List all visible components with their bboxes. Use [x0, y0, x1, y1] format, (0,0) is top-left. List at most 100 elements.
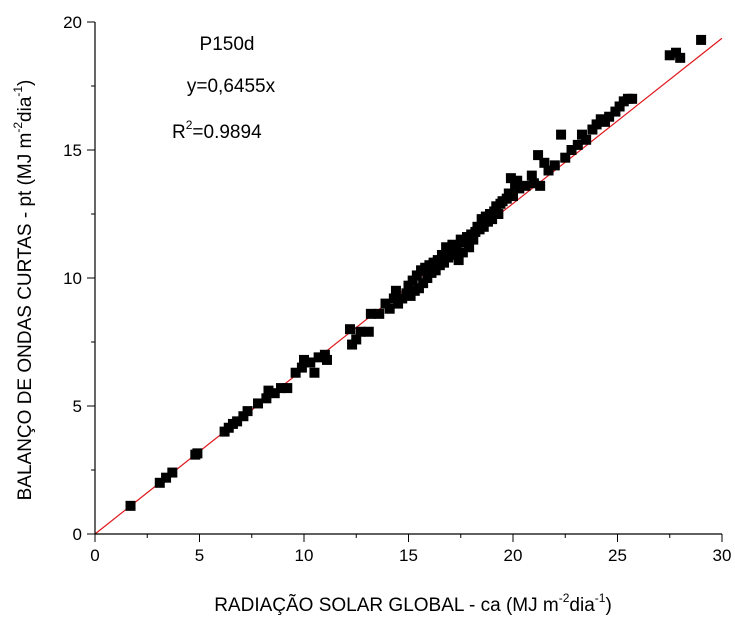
- data-point: [526, 170, 537, 181]
- data-point: [365, 308, 376, 319]
- data-point: [591, 119, 602, 130]
- data-point: [263, 385, 274, 396]
- data-point: [422, 273, 433, 283]
- data-point: [627, 93, 638, 104]
- y-axis-title: BALANÇO DE ONDAS CURTAS - pt (MJ m-2dia-…: [11, 80, 36, 501]
- data-point: [309, 367, 320, 378]
- data-point: [253, 398, 264, 409]
- data-point: [374, 308, 385, 319]
- data-point: [535, 180, 546, 191]
- data-point: [232, 416, 243, 427]
- data-point: [587, 124, 598, 135]
- data-point: [238, 411, 249, 422]
- annotation-label: P150d: [200, 34, 255, 55]
- data-point: [451, 242, 462, 253]
- data-point: [501, 193, 512, 204]
- y-tick-label: 5: [73, 397, 82, 416]
- data-point: [432, 255, 443, 266]
- data-point: [393, 298, 404, 309]
- data-point: [403, 280, 414, 291]
- data-point: [269, 388, 280, 399]
- data-point: [405, 290, 416, 301]
- data-point: [261, 393, 272, 404]
- data-point: [505, 173, 516, 184]
- data-point: [443, 252, 454, 263]
- data-point: [380, 298, 391, 309]
- annotation-equation: y=0,6455x: [187, 76, 276, 97]
- data-point: [604, 111, 615, 122]
- data-point: [671, 47, 682, 58]
- data-point: [566, 145, 577, 155]
- data-point: [290, 367, 301, 378]
- data-point: [282, 383, 293, 394]
- data-point: [533, 150, 544, 161]
- data-point: [167, 467, 178, 478]
- data-point: [520, 180, 531, 191]
- data-point: [413, 283, 424, 294]
- x-tick-label: 20: [504, 546, 523, 565]
- data-point: [487, 214, 498, 225]
- data-point: [192, 448, 203, 459]
- data-point: [572, 139, 583, 150]
- data-point: [549, 160, 560, 171]
- data-point: [508, 191, 518, 202]
- data-point: [581, 134, 592, 145]
- data-point: [512, 175, 523, 186]
- data-point: [418, 278, 429, 289]
- data-point: [453, 255, 464, 266]
- data-point: [464, 242, 475, 253]
- data-point: [299, 354, 309, 365]
- data-point: [599, 116, 610, 127]
- data-point: [384, 303, 395, 314]
- data-point: [319, 349, 330, 360]
- annotation-r2: R2=0.9894: [172, 118, 262, 143]
- data-point: [351, 334, 362, 345]
- data-point: [610, 106, 621, 117]
- data-point: [664, 50, 675, 61]
- x-axis-title: RADIAÇÃO SOLAR GLOBAL - ca (MJ m-2dia-1): [214, 591, 612, 616]
- data-point: [154, 477, 165, 488]
- data-point: [390, 285, 401, 296]
- data-point: [696, 34, 707, 45]
- data-point: [614, 101, 625, 112]
- data-point: [439, 257, 450, 268]
- x-tick-label: 25: [608, 546, 627, 565]
- x-tick-label: 0: [90, 546, 99, 565]
- data-point: [457, 247, 468, 258]
- data-point: [125, 500, 136, 511]
- data-point: [242, 406, 253, 417]
- data-point: [397, 293, 408, 304]
- data-point: [388, 293, 399, 304]
- data-point: [321, 354, 332, 365]
- data-point: [528, 178, 539, 189]
- x-tick-label: 15: [399, 546, 418, 565]
- data-point: [161, 472, 172, 483]
- data-points: [125, 34, 707, 511]
- data-point: [449, 249, 460, 260]
- data-point: [459, 237, 470, 248]
- x-tick-label: 30: [713, 546, 732, 565]
- data-point: [436, 249, 447, 260]
- data-point: [675, 52, 686, 63]
- data-point: [313, 352, 324, 363]
- data-point: [407, 275, 418, 286]
- x-tick-label: 10: [295, 546, 314, 565]
- data-point: [468, 234, 479, 245]
- data-point: [576, 129, 587, 140]
- y-tick-label: 20: [63, 13, 82, 32]
- data-point: [347, 339, 358, 350]
- data-point: [493, 209, 504, 219]
- y-tick-label: 15: [63, 141, 82, 160]
- data-point: [411, 270, 422, 281]
- y-tick-label: 0: [73, 525, 82, 544]
- data-point: [363, 326, 374, 337]
- data-point: [305, 357, 316, 368]
- data-point: [539, 157, 550, 168]
- axes: 0 5 10 15 20 25 30 0 5 10 15 20: [63, 13, 731, 565]
- data-point: [514, 183, 525, 194]
- data-point: [296, 362, 307, 373]
- data-point: [276, 383, 287, 394]
- x-tick-label: 5: [195, 546, 204, 565]
- data-point: [556, 129, 567, 140]
